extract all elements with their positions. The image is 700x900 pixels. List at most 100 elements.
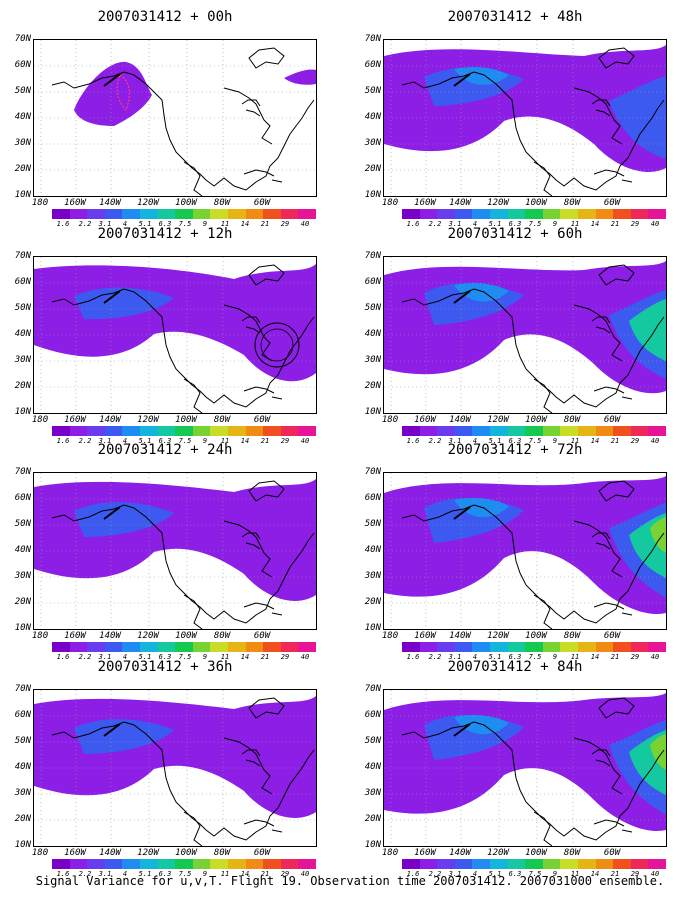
lon-tick-label: 100W (525, 848, 547, 858)
lat-tick-label: 70N (14, 34, 31, 44)
colorbar-swatch (525, 426, 543, 436)
panel-title: 2007031412 + 84h (447, 659, 583, 675)
map-svg (34, 473, 316, 629)
lat-tick-label: 50N (14, 303, 31, 313)
lat-tick-label: 40N (364, 329, 381, 339)
colorbar-tick-label: 4 (472, 870, 478, 878)
lat-tick-label: 70N (364, 34, 381, 44)
lat-tick-label: 20N (14, 597, 31, 607)
lat-tick-label: 60N (14, 493, 31, 503)
lat-tick-label: 40N (14, 329, 31, 339)
colorbar-swatch (542, 859, 561, 869)
panel-title: 2007031412 + 60h (447, 226, 583, 242)
coastline (51, 264, 315, 413)
colorbar-tick-label: 7.5 (178, 220, 192, 228)
colorbar-swatch (192, 859, 211, 869)
colorbar-swatch (87, 426, 105, 436)
colorbar-swatch (542, 642, 561, 652)
variance-shading (74, 61, 316, 126)
colorbar-swatch (525, 642, 543, 652)
lon-tick-label: 180 (381, 415, 399, 425)
lon-tick-label: 100W (175, 631, 197, 641)
colorbar-swatch (157, 209, 176, 219)
lat-tick-label: 70N (14, 251, 31, 261)
colorbar-tick-label: 1.6 (406, 653, 420, 661)
colorbar-tick-label: 2.2 (78, 653, 92, 661)
colorbar-swatch (595, 209, 614, 219)
colorbar-swatch (577, 426, 596, 436)
colorbar-tick-label: 3.1 (98, 653, 112, 661)
colorbar-tick-label: 1.6 (406, 437, 420, 445)
colorbar-swatch (542, 426, 561, 436)
colorbar-swatch (419, 426, 438, 436)
colorbar-swatch (175, 859, 193, 869)
colorbar-swatch (577, 209, 596, 219)
colorbar-swatch (489, 209, 508, 219)
colorbar-tick-label: 21 (260, 437, 270, 445)
colorbar-tick-label: 1.6 (406, 220, 420, 228)
coastline (401, 264, 665, 413)
lon-tick-label: 160W (64, 631, 86, 641)
lat-tick-label: 60N (14, 277, 31, 287)
lon-tick-label: 80W (213, 848, 231, 858)
colorbar-swatch (104, 642, 123, 652)
colorbar-swatch (560, 642, 578, 652)
colorbar-swatch (122, 209, 140, 219)
colorbar-swatch (419, 859, 438, 869)
colorbar-tick-label: 2.2 (428, 653, 442, 661)
colorbar-swatch (104, 426, 123, 436)
colorbar-swatch (192, 426, 211, 436)
colorbar-swatch (542, 209, 561, 219)
colorbar-swatch (613, 859, 631, 869)
colorbar-tick-label: 4 (472, 220, 478, 228)
lat-tick-label: 70N (14, 467, 31, 477)
lat-tick-label: 10N (14, 190, 31, 200)
colorbar-swatch (454, 642, 473, 652)
lat-tick-label: 60N (364, 710, 381, 720)
lon-tick-label: 140W (99, 631, 121, 641)
colorbar-swatch (560, 209, 578, 219)
lat-tick-label: 30N (14, 355, 31, 365)
colorbar-swatch (577, 859, 596, 869)
lon-tick-label: 180 (31, 631, 49, 641)
colorbar-tick-label: 5.1 (488, 870, 502, 878)
lon-tick-label: 180 (31, 848, 49, 858)
map-plot (33, 472, 317, 630)
lat-tick-label: 70N (364, 467, 381, 477)
map-svg (34, 257, 316, 413)
lon-tick-label: 160W (64, 198, 86, 208)
panel-title: 2007031412 + 36h (97, 659, 233, 675)
colorbar-swatch (630, 642, 649, 652)
lat-tick-label: 20N (364, 381, 381, 391)
colorbar-tick-label: 14 (240, 870, 250, 878)
colorbar-tick-label: 40 (300, 870, 310, 878)
colorbar-swatch (175, 426, 193, 436)
map-plot (33, 256, 317, 414)
colorbar-tick-label: 4 (122, 220, 128, 228)
colorbar-swatch (507, 859, 526, 869)
colorbar-tick-label: 3.1 (448, 437, 462, 445)
colorbar-tick-label: 4 (122, 870, 128, 878)
colorbar-tick-label: 40 (650, 653, 660, 661)
colorbar-tick-label: 4 (472, 437, 478, 445)
lat-tick-label: 60N (364, 493, 381, 503)
lon-tick-label: 80W (563, 415, 581, 425)
colorbar-tick-label: 9 (552, 870, 558, 878)
colorbar-tick-label: 21 (260, 870, 270, 878)
lon-tick-label: 80W (563, 198, 581, 208)
colorbar-swatch (139, 642, 158, 652)
colorbar-swatch (630, 426, 649, 436)
colorbar-swatch (227, 859, 246, 869)
colorbar-tick-label: 6.3 (508, 437, 522, 445)
colorbar-swatch (419, 209, 438, 219)
variance-shading (34, 479, 316, 601)
colorbar-swatch (192, 209, 211, 219)
colorbar-swatch (472, 859, 490, 869)
lat-tick-label: 60N (364, 60, 381, 70)
colorbar-tick-label: 4 (472, 653, 478, 661)
colorbar-swatch (227, 642, 246, 652)
colorbar (402, 426, 666, 436)
map-svg (34, 690, 316, 846)
lon-tick-label: 80W (213, 415, 231, 425)
colorbar-swatch (489, 859, 508, 869)
